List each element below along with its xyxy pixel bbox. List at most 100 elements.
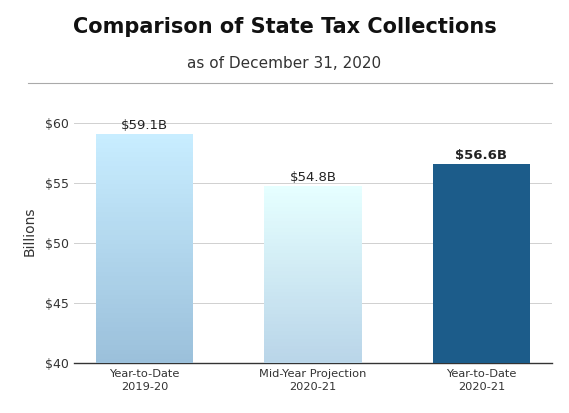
Bar — [96, 354, 193, 359]
Text: as of December 31, 2020: as of December 31, 2020 — [187, 56, 382, 71]
Bar — [96, 240, 193, 244]
Bar — [264, 356, 362, 360]
Bar — [96, 350, 193, 354]
Bar — [96, 258, 193, 263]
Bar — [264, 332, 362, 335]
Bar — [96, 138, 193, 143]
Bar — [96, 331, 193, 336]
Bar — [264, 193, 362, 196]
Bar — [96, 171, 193, 175]
Bar — [264, 189, 362, 193]
Bar — [264, 204, 362, 207]
Bar — [264, 268, 362, 271]
Bar — [264, 296, 362, 299]
Bar — [96, 161, 193, 166]
Bar — [264, 200, 362, 204]
Bar — [264, 235, 362, 239]
Bar — [264, 214, 362, 218]
Bar — [96, 216, 193, 221]
Bar — [96, 198, 193, 203]
Bar — [264, 253, 362, 257]
Bar — [432, 164, 530, 363]
Bar — [96, 322, 193, 327]
Bar — [264, 239, 362, 242]
Bar — [264, 292, 362, 296]
Bar — [96, 148, 193, 152]
Bar — [96, 253, 193, 258]
Bar — [96, 230, 193, 235]
Bar — [264, 306, 362, 310]
Bar — [264, 313, 362, 317]
Bar — [96, 281, 193, 285]
Bar — [264, 360, 362, 363]
Bar — [96, 267, 193, 272]
Bar — [264, 232, 362, 235]
Bar — [96, 185, 193, 189]
Bar — [96, 235, 193, 240]
Bar — [264, 264, 362, 268]
Bar — [96, 203, 193, 207]
Bar — [264, 275, 362, 278]
Bar — [96, 207, 193, 212]
Bar — [96, 285, 193, 290]
Bar — [264, 335, 362, 339]
Bar — [96, 143, 193, 148]
Bar — [96, 336, 193, 340]
Bar — [96, 327, 193, 331]
Bar — [96, 313, 193, 318]
Bar — [96, 359, 193, 363]
Bar — [264, 282, 362, 285]
Bar — [264, 353, 362, 356]
Bar — [96, 276, 193, 281]
Bar — [96, 244, 193, 249]
Bar — [96, 134, 193, 363]
Bar — [96, 194, 193, 198]
Bar — [96, 134, 193, 138]
Bar — [96, 272, 193, 276]
Bar — [264, 225, 362, 228]
Bar — [264, 249, 362, 253]
Bar — [96, 175, 193, 180]
Bar — [96, 340, 193, 345]
Bar — [96, 263, 193, 267]
Bar — [264, 211, 362, 214]
Bar — [264, 228, 362, 232]
Bar — [96, 189, 193, 194]
Bar — [264, 342, 362, 346]
Bar — [264, 339, 362, 342]
Bar — [264, 317, 362, 321]
Bar — [264, 185, 362, 363]
Bar — [96, 180, 193, 185]
Bar — [264, 285, 362, 289]
Bar — [96, 152, 193, 157]
Text: $56.6B: $56.6B — [455, 149, 508, 162]
Bar — [264, 299, 362, 303]
Bar — [96, 294, 193, 299]
Bar — [264, 310, 362, 313]
Bar — [96, 299, 193, 304]
Bar — [96, 249, 193, 253]
Bar — [264, 185, 362, 189]
Bar — [96, 304, 193, 309]
Bar — [264, 242, 362, 246]
Bar — [96, 212, 193, 216]
Bar — [264, 218, 362, 221]
Bar — [264, 271, 362, 275]
Text: $59.1B: $59.1B — [121, 119, 168, 132]
Bar — [264, 196, 362, 200]
Bar — [96, 318, 193, 322]
Bar — [264, 324, 362, 328]
Text: Comparison of State Tax Collections: Comparison of State Tax Collections — [73, 17, 496, 36]
Bar — [96, 166, 193, 171]
Bar — [96, 157, 193, 161]
Y-axis label: Billions: Billions — [23, 206, 37, 256]
Bar — [96, 226, 193, 230]
Text: $54.8B: $54.8B — [290, 171, 336, 184]
Bar — [264, 246, 362, 249]
Bar — [264, 207, 362, 211]
Bar — [264, 278, 362, 282]
Bar — [264, 289, 362, 292]
Bar — [264, 349, 362, 353]
Bar — [264, 321, 362, 324]
Bar — [96, 309, 193, 313]
